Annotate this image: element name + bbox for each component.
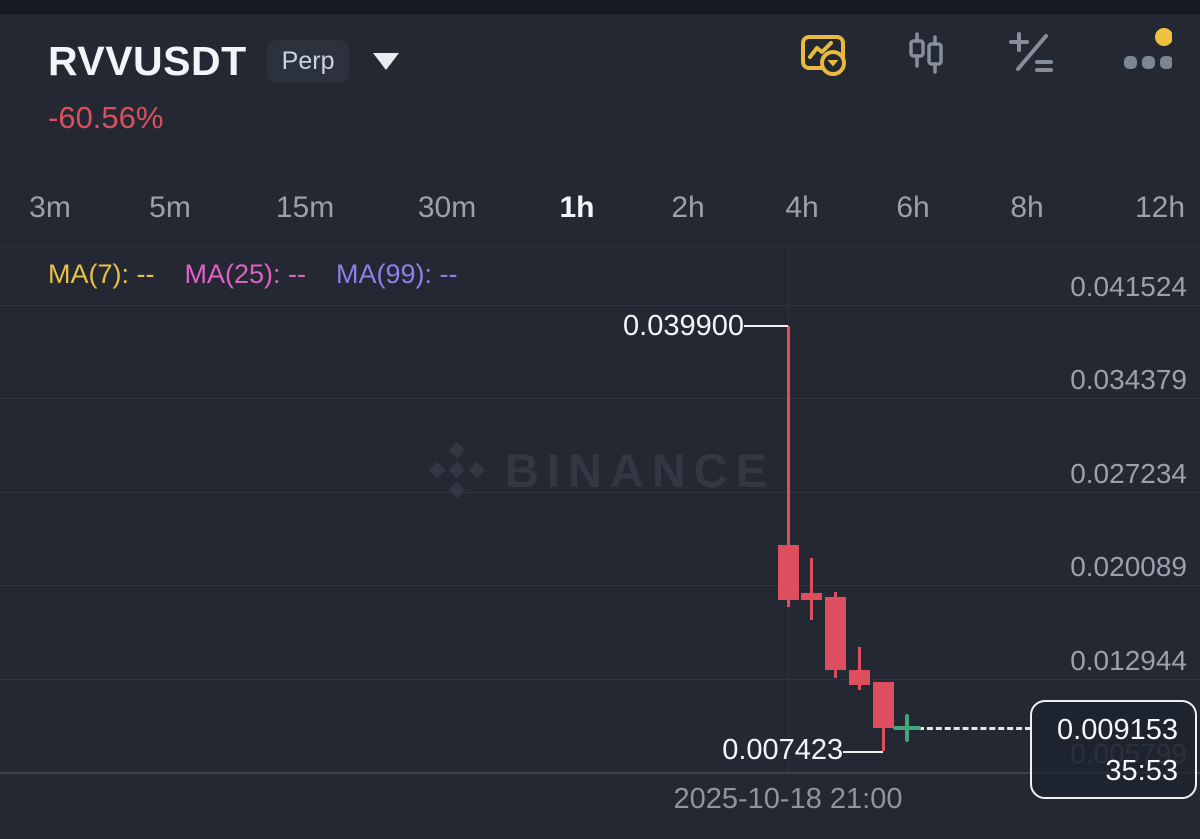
low-price-label: 0.007423 — [722, 734, 844, 767]
tab-2h[interactable]: 2h — [671, 191, 705, 224]
candle-body — [872, 682, 894, 729]
tab-6h[interactable]: 6h — [896, 191, 930, 224]
candle-countdown: 35:53 — [1105, 755, 1178, 788]
high-price-label: 0.039900 — [623, 309, 744, 342]
tab-15m[interactable]: 15m — [275, 191, 335, 224]
ma-label: MA(99): -- — [335, 259, 458, 289]
y-axis-label: 0.027234 — [1070, 457, 1187, 489]
low-price-annotation: 0.007423 — [722, 734, 884, 767]
timeframe-tabs: 3m 5m 15m 30m 1h 2h 4h 6h 8h 12h — [0, 170, 1200, 247]
high-connector-line — [744, 325, 788, 328]
watermark-text: BINANCE — [504, 443, 776, 497]
h-gridline — [0, 491, 1200, 493]
indicator-icon[interactable] — [1006, 28, 1056, 78]
tab-5m[interactable]: 5m — [149, 191, 191, 224]
h-gridline — [0, 585, 1200, 587]
candle-wick — [857, 647, 861, 690]
header-toolbar — [798, 28, 1172, 78]
candle-wick — [786, 326, 790, 607]
candle-wick — [810, 557, 814, 620]
tab-1h[interactable]: 1h — [559, 191, 595, 224]
y-axis-label: 0.041524 — [1070, 271, 1187, 302]
h-gridline — [0, 771, 1200, 774]
ma-label: MA(25): -- — [184, 259, 306, 289]
y-axis-label: 0.012944 — [1070, 644, 1187, 676]
chart-style-icon[interactable] — [798, 28, 848, 78]
h-gridline — [0, 305, 1200, 306]
more-icon[interactable] — [1110, 28, 1172, 78]
current-price-value: 0.009153 — [1057, 714, 1178, 747]
current-price-plus-marker — [893, 714, 921, 743]
chevron-down-icon[interactable] — [373, 53, 400, 70]
change-percent: -60.56% — [48, 100, 164, 135]
candle-body — [825, 596, 847, 670]
high-price-annotation: 0.039900 — [623, 309, 788, 342]
status-bar-strip — [0, 0, 1200, 14]
symbol-title: RVVUSDT — [48, 38, 247, 84]
h-gridline — [0, 678, 1200, 680]
candle-body — [848, 670, 870, 686]
time-axis-label: 2025-10-18 21:00 — [673, 783, 903, 815]
tab-4h[interactable]: 4h — [785, 191, 819, 224]
ma-indicator-row[interactable]: MA(7): -- MA(25): -- MA(99): -- — [48, 259, 457, 290]
tab-30m[interactable]: 30m — [417, 191, 477, 224]
current-price-badge: 0.009153 35:53 — [1030, 700, 1197, 800]
binance-logo-icon — [428, 441, 486, 499]
candlestick-chart[interactable]: MA(7): -- MA(25): -- MA(99): -- BINANCE 0.… — [0, 247, 1200, 800]
ma-label: MA(7): -- — [48, 259, 155, 289]
h-gridline — [0, 398, 1200, 400]
low-connector-line — [843, 750, 884, 753]
binance-watermark: BINANCE — [425, 438, 775, 502]
current-price-dashed-line — [918, 726, 1031, 730]
candle-body — [777, 545, 799, 600]
y-axis-label: 0.034379 — [1070, 364, 1187, 396]
tab-12h[interactable]: 12h — [1134, 191, 1186, 224]
perp-badge: Perp — [266, 40, 350, 83]
y-axis-label: 0.020089 — [1070, 551, 1187, 583]
candlestick-settings-icon[interactable] — [902, 28, 952, 78]
candle-body — [801, 593, 823, 600]
tab-3m[interactable]: 3m — [29, 191, 71, 224]
instrument-selector[interactable]: RVVUSDT Perp — [48, 38, 400, 85]
notification-dot — [1155, 28, 1172, 46]
tab-8h[interactable]: 8h — [1010, 191, 1044, 224]
time-axis: 2025-10-18 21:00 — [0, 773, 1200, 839]
